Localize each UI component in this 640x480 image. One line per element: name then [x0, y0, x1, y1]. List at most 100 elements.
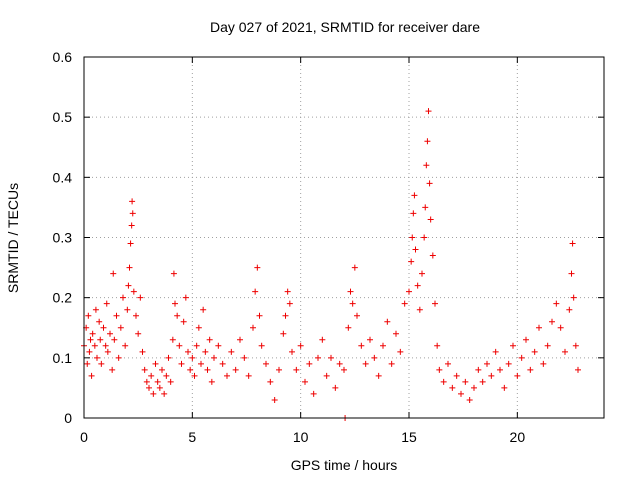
data-point — [289, 348, 295, 355]
data-point — [176, 342, 183, 349]
data-point — [505, 360, 512, 367]
data-point — [540, 360, 547, 367]
data-point — [286, 300, 293, 307]
data-point — [429, 252, 436, 259]
data-point — [87, 336, 94, 343]
data-point — [345, 324, 352, 331]
data-point — [319, 336, 326, 343]
y-tick-label: 0.1 — [53, 350, 73, 366]
data-point — [224, 372, 230, 379]
data-point — [250, 324, 256, 331]
data-point — [86, 348, 93, 355]
data-point — [421, 234, 428, 241]
data-point — [445, 360, 451, 367]
data-point — [475, 366, 482, 373]
data-point — [111, 336, 118, 343]
data-point — [104, 348, 111, 355]
data-point — [523, 336, 529, 343]
data-point — [536, 324, 542, 331]
data-point — [293, 366, 300, 373]
data-point — [198, 360, 204, 367]
data-point — [189, 354, 196, 361]
data-point — [237, 336, 243, 343]
axis-ticks: 0 0.1 0.2 0.3 0.4 0.5 0.6 0 5 10 15 20 — [53, 49, 604, 445]
data-point — [174, 312, 181, 319]
data-point — [453, 372, 460, 379]
data-point — [566, 306, 573, 313]
data-point — [126, 264, 133, 271]
data-point — [315, 354, 321, 361]
data-point — [159, 366, 165, 373]
data-point — [426, 180, 433, 187]
data-point — [297, 342, 304, 349]
data-point — [98, 360, 105, 367]
data-point — [215, 342, 222, 349]
data-point — [258, 342, 265, 349]
y-tick-label: 0 — [64, 410, 72, 426]
y-tick-label: 0.4 — [53, 169, 73, 185]
data-point — [479, 378, 486, 385]
data-point — [280, 330, 287, 337]
data-point — [170, 270, 177, 277]
data-point — [148, 372, 155, 379]
y-tick-label: 0.6 — [53, 49, 73, 65]
data-point — [458, 390, 464, 397]
data-point — [354, 312, 360, 319]
data-point — [228, 348, 235, 355]
data-points — [81, 108, 581, 421]
data-point — [423, 162, 430, 169]
data-point — [351, 264, 358, 271]
data-point — [401, 300, 408, 307]
data-point — [572, 342, 579, 349]
x-tick-label: 5 — [188, 429, 196, 445]
data-point — [252, 288, 259, 295]
data-point — [412, 246, 419, 253]
data-point — [89, 330, 96, 337]
data-point — [411, 192, 418, 199]
data-point — [349, 300, 356, 307]
data-point — [254, 264, 261, 271]
data-point — [569, 240, 576, 247]
data-point — [409, 234, 416, 241]
data-point — [245, 372, 252, 379]
data-point — [133, 312, 139, 319]
data-point — [425, 108, 432, 115]
data-point — [408, 258, 415, 265]
x-tick-label: 10 — [293, 429, 309, 445]
data-point — [241, 354, 248, 361]
data-point — [130, 288, 137, 295]
data-point — [137, 294, 144, 301]
data-point — [276, 366, 282, 373]
data-point — [328, 354, 334, 361]
data-point — [146, 384, 152, 391]
data-point — [127, 240, 134, 247]
data-point — [362, 360, 369, 367]
data-point — [211, 354, 217, 361]
data-point — [96, 318, 103, 325]
data-point — [575, 366, 581, 373]
data-point — [424, 138, 431, 145]
data-point — [380, 342, 386, 349]
data-point — [152, 360, 159, 367]
data-point — [117, 324, 124, 331]
data-point — [553, 300, 560, 307]
data-point — [182, 294, 189, 301]
data-point — [501, 384, 508, 391]
data-point — [562, 348, 568, 355]
data-point — [202, 348, 209, 355]
x-axis-label: GPS time / hours — [291, 457, 398, 473]
data-point — [341, 366, 347, 373]
data-point — [204, 366, 211, 373]
data-point — [163, 372, 170, 379]
data-point — [206, 336, 213, 343]
data-point — [375, 372, 382, 379]
data-point — [154, 378, 161, 385]
y-axis-label: SRMTID / TECUs — [5, 183, 21, 293]
data-point — [180, 318, 187, 325]
data-point — [397, 348, 404, 355]
data-point — [84, 360, 91, 367]
data-point — [347, 288, 354, 295]
data-point — [427, 216, 434, 223]
data-point — [434, 342, 441, 349]
